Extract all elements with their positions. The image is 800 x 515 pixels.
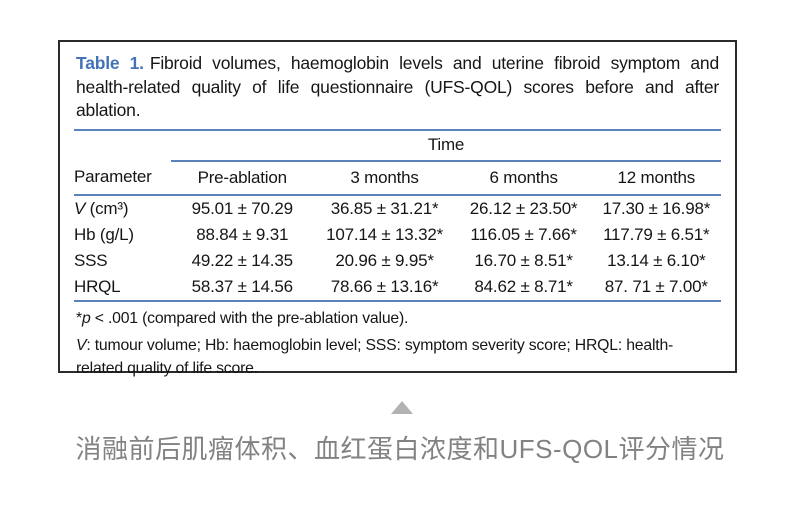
- table-row-volume: V (cm³) 95.01 ± 70.29 36.85 ± 31.21* 26.…: [74, 195, 721, 222]
- time-group-row: Time: [74, 130, 721, 162]
- row-label: V (cm³): [74, 198, 129, 218]
- table-cell: 107.14 ± 13.32*: [326, 224, 443, 244]
- table-cell: 58.37 ± 14.56: [171, 273, 314, 302]
- table-row-sss: SSS 49.22 ± 14.35 20.96 ± 9.95* 16.70 ± …: [74, 248, 721, 274]
- table-cell: 49.22 ± 14.35: [191, 250, 293, 270]
- column-header-row: Parameter Pre-ablation 3 months 6 months…: [74, 160, 721, 196]
- table-cell: 88.84 ± 9.31: [196, 224, 289, 244]
- table-cell: 117.79 ± 6.51*: [603, 224, 710, 244]
- table-cell: 78.66 ± 13.16*: [313, 273, 456, 302]
- title-rule: [74, 128, 721, 131]
- table-cell: 87. 71 ± 7.00*: [591, 273, 721, 302]
- table-cell: 36.85 ± 31.21*: [330, 198, 439, 218]
- table-cell: 95.01 ± 70.29: [191, 198, 293, 218]
- column-header-pre-ablation: Pre-ablation: [171, 160, 314, 196]
- table-cell: 116.05 ± 7.66*: [470, 224, 577, 244]
- table-cell: 13.14 ± 6.10*: [607, 250, 706, 270]
- footnote-significance: *p < .001 (compared with the pre-ablatio…: [76, 309, 409, 327]
- column-header-12-months: 12 months: [591, 160, 721, 196]
- table-cell: 16.70 ± 8.51*: [474, 250, 573, 270]
- table-row-hrql: HRQL 58.37 ± 14.56 78.66 ± 13.16* 84.62 …: [74, 273, 721, 302]
- row-label: Hb (g/L): [74, 224, 134, 244]
- row-label: HRQL: [74, 273, 172, 302]
- table-number-label: Table 1.: [76, 53, 144, 73]
- footnote-abbreviations: V: tumour volume; Hb: haemoglobin level;…: [76, 337, 674, 377]
- row-label: SSS: [74, 250, 108, 270]
- table-card: Table 1. Fibroid volumes, haemoglobin lev…: [58, 40, 737, 377]
- time-group-spacer: [74, 131, 171, 161]
- triangle-up-icon: [391, 401, 413, 414]
- column-header-6-months: 6 months: [455, 160, 592, 196]
- table-title: Table 1. Fibroid volumes, haemoglobin lev…: [76, 52, 719, 123]
- time-group-header: Time: [171, 130, 721, 162]
- table-cell: 84.62 ± 8.71*: [455, 273, 592, 302]
- table-cell: 20.96 ± 9.95*: [335, 250, 434, 270]
- data-table: Time Parameter Pre-ablation 3 months 6 m…: [74, 130, 721, 302]
- column-header-3-months: 3 months: [313, 160, 456, 196]
- table-title-text: Fibroid volumes, haemoglobin levels and …: [76, 53, 719, 120]
- table-cell: 17.30 ± 16.98*: [602, 198, 711, 218]
- column-header-parameter: Parameter: [74, 160, 172, 196]
- figure-caption-chinese: 消融前后肌瘤体积、血红蛋白浓度和UFS-QOL评分情况: [75, 434, 725, 464]
- table-cell: 26.12 ± 23.50*: [469, 198, 578, 218]
- table-row-haemoglobin: Hb (g/L) 88.84 ± 9.31 107.14 ± 13.32* 11…: [74, 222, 721, 248]
